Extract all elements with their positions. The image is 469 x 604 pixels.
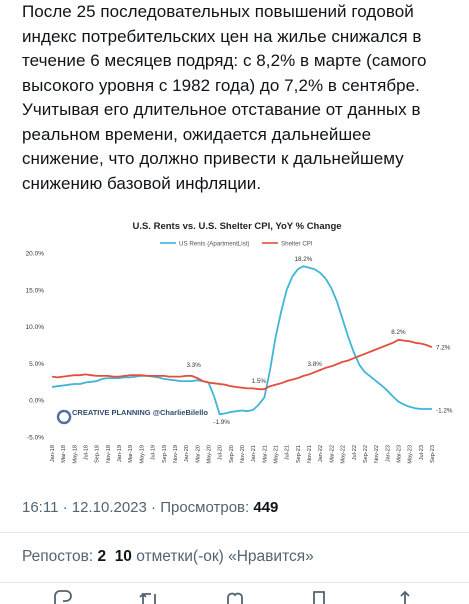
post-text-line: реальном времени, ожидается дальнейшее <box>22 124 372 144</box>
y-tick-label: 5.0% <box>29 361 44 368</box>
x-tick-label: May-19 <box>139 445 145 464</box>
x-tick-label: Mar-20 <box>195 445 201 463</box>
post-text-line: индекс потребительских цен на жилье сниж… <box>22 26 422 46</box>
series-line <box>51 338 433 391</box>
meta-separator: · <box>58 499 72 516</box>
meta-separator: · <box>146 499 161 516</box>
x-tick-label: May-23 <box>408 445 414 464</box>
y-tick-label: 20.0% <box>26 251 45 258</box>
chart-legend: US Rents (ApartmentList) Shelter CPI <box>160 241 313 248</box>
x-tick-label: Sep-22 <box>363 445 369 463</box>
post-text-line: снижение, что должно привести к дальнейш… <box>22 149 404 168</box>
x-tick-label: Nov-20 <box>240 445 246 463</box>
data-label: 1.5% <box>252 378 267 385</box>
x-tick-label: Jan-19 <box>117 445 123 462</box>
x-tick-label: Nov-18 <box>106 445 112 463</box>
x-tick-label: Mar-21 <box>262 445 268 463</box>
x-tick-label: May-22 <box>341 445 347 464</box>
x-tick-label: Jan-18 <box>50 445 56 462</box>
series-line <box>51 265 432 416</box>
likes-link[interactable]: 10 отметки(-ок) «Нравится» <box>115 548 314 565</box>
x-tick-label: May-18 <box>72 445 78 464</box>
x-tick-label: Jan-20 <box>184 445 190 462</box>
chart-series <box>51 265 433 416</box>
data-label: 8.2% <box>391 329 406 336</box>
post-meta: 16:11 · 12.10.2023 · Просмотров: 449 <box>22 499 278 516</box>
x-axis: Jan-18 Mar-18 May-18 Jul-18 Sep-18 Nov-18 Jan-… <box>50 445 436 464</box>
rent-cpi-chart: U.S. Rents vs. U.S. Shelter CPI, YoY % C… <box>26 221 453 464</box>
chart-image[interactable]: U.S. Rents vs. U.S. Shelter CPI, YoY % C… <box>0 205 469 475</box>
post-date: 12.10.2023 <box>71 499 147 516</box>
divider <box>0 532 469 533</box>
x-tick-label: Sep-19 <box>162 445 168 463</box>
post-text-line: После 25 последовательных повышений годо… <box>22 2 414 21</box>
x-tick-label: Jul-23 <box>419 445 425 460</box>
post-text-line: течение 6 месяцев подряд: с 8,2% в марте… <box>22 51 427 70</box>
post-time: 16:11 <box>22 499 59 516</box>
x-tick-label: Mar-18 <box>61 445 67 463</box>
post-text-line: высокого уровня с 1982 года) до 7,2% в с… <box>22 75 420 95</box>
y-tick-label: 0.0% <box>29 398 44 405</box>
chart-title: U.S. Rents vs. U.S. Shelter CPI, YoY % C… <box>132 221 341 232</box>
views-label: Просмотров: <box>160 499 254 516</box>
y-tick-label: 10.0% <box>26 324 45 331</box>
data-label: 7.2% <box>436 345 451 352</box>
x-tick-label: Mar-23 <box>396 445 402 463</box>
x-tick-label: Sep-18 <box>95 445 101 463</box>
post-text-line: Учитывая его длительное отставание от да… <box>22 100 421 119</box>
reposts-label: Репостов: <box>22 548 98 565</box>
repost-icon[interactable] <box>138 590 160 604</box>
post-stats: Репостов: 2 10 отметки(-ок) «Нравится» <box>22 548 314 566</box>
x-tick-label: May-20 <box>206 445 212 464</box>
watermark-text: CREATIVE PLANNING @CharlieBilello <box>72 408 208 417</box>
x-tick-label: Sep-23 <box>430 445 436 463</box>
like-icon[interactable] <box>224 590 246 604</box>
x-tick-label: Jan-21 <box>251 445 257 462</box>
post-text-line: снижению базовой инфляции. <box>22 173 262 193</box>
x-tick-label: Jul-18 <box>84 445 90 460</box>
x-tick-label: May-21 <box>274 445 280 464</box>
data-label: -1.9% <box>213 419 230 426</box>
data-label: 3.3% <box>187 362 202 369</box>
data-label: -1.2% <box>436 408 453 415</box>
x-tick-label: Jan-23 <box>385 445 391 462</box>
chart-annotations: 3.3% -1.9% 1.5% 18.2% 3.8% 8.2% 7.2% -1.2% <box>187 256 453 426</box>
post-text: После 25 последовательных повышений годо… <box>22 0 462 196</box>
likes-count: 10 <box>114 548 132 565</box>
x-tick-label: Nov-22 <box>374 445 380 463</box>
x-tick-label: Mar-22 <box>329 445 335 463</box>
y-tick-label: 15.0% <box>26 287 45 294</box>
x-tick-label: Sep-20 <box>229 445 235 463</box>
y-tick-label: -5.0% <box>27 435 44 442</box>
data-label: 18.2% <box>295 256 313 263</box>
views-count: 449 <box>253 499 279 516</box>
bookmark-icon[interactable] <box>308 590 330 604</box>
watermark: CREATIVE PLANNING @CharlieBilello <box>56 408 208 425</box>
action-bar <box>0 590 469 604</box>
share-icon[interactable] <box>394 590 416 604</box>
x-tick-label: Nov-19 <box>173 445 179 463</box>
x-tick-label: Sep-21 <box>296 445 302 463</box>
x-tick-label: Mar-19 <box>128 445 134 463</box>
x-tick-label: Jul-22 <box>352 445 358 460</box>
x-tick-label: Jul-20 <box>218 445 224 460</box>
creative-planning-logo-icon <box>56 409 72 425</box>
x-tick-label: Jul-19 <box>151 445 157 460</box>
x-tick-label: Jan-22 <box>318 445 324 462</box>
x-tick-label: Jul-21 <box>285 445 291 460</box>
data-label: 3.8% <box>307 361 322 368</box>
reply-icon[interactable] <box>52 590 74 604</box>
legend-label: US Rents (ApartmentList) <box>179 241 250 248</box>
reposts-link[interactable]: Репостов: 2 <box>22 548 106 565</box>
y-axis: 20.0% 15.0% 10.0% 5.0% 0.0% -5.0% <box>26 251 45 442</box>
likes-label: отметки(-ок) «Нравится» <box>131 548 314 565</box>
reposts-count: 2 <box>97 548 107 565</box>
divider <box>0 582 469 583</box>
x-tick-label: Nov-21 <box>307 445 313 463</box>
legend-label: Shelter CPI <box>281 241 313 248</box>
